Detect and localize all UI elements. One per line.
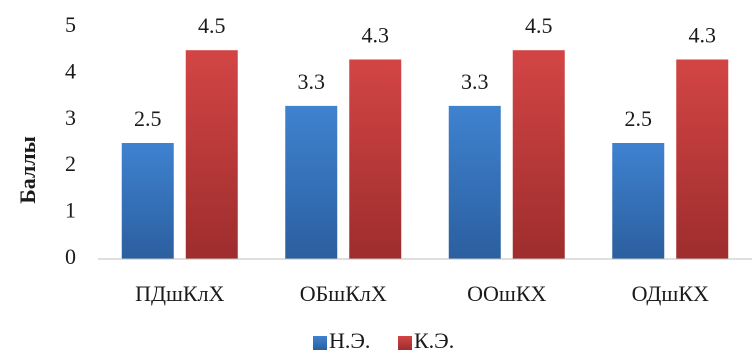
category-label: ОДшКХ (632, 281, 709, 306)
legend-swatch (313, 336, 327, 350)
y-axis-label: Баллы (15, 136, 40, 204)
bar (285, 105, 338, 259)
y-axis-ticks: 0 1 2 3 4 5 (65, 12, 76, 269)
data-label: 4.3 (689, 23, 717, 48)
category-label: ОБшКлХ (300, 281, 387, 306)
bar (448, 105, 501, 259)
bars (121, 50, 729, 260)
bar (121, 143, 174, 259)
bar (612, 143, 665, 259)
bar (512, 50, 565, 260)
y-tick-label: 5 (65, 12, 76, 37)
y-tick-label: 2 (65, 151, 76, 176)
legend-label: К.Э. (414, 328, 454, 353)
legend: Н.Э. К.Э. (313, 328, 454, 353)
bar (185, 50, 238, 260)
bar (349, 59, 402, 260)
bar (676, 59, 729, 260)
legend-swatch (398, 336, 412, 350)
category-labels: ПДшКлХ ОБшКлХ ООшКХ ОДшКХ (135, 281, 709, 306)
data-label: 3.3 (298, 69, 326, 94)
data-label: 4.3 (362, 23, 390, 48)
y-tick-label: 0 (65, 244, 76, 269)
y-tick-label: 3 (65, 105, 76, 130)
y-tick-label: 4 (65, 58, 76, 83)
legend-label: Н.Э. (329, 328, 370, 353)
y-tick-label: 1 (65, 198, 76, 223)
data-label: 4.5 (525, 13, 553, 38)
category-label: ПДшКлХ (135, 281, 224, 306)
data-label: 2.5 (625, 106, 653, 131)
data-labels: 2.5 4.5 3.3 4.3 3.3 4.5 2.5 4.3 (134, 13, 716, 131)
data-label: 3.3 (461, 69, 489, 94)
category-label: ООшКХ (467, 281, 546, 306)
data-label: 2.5 (134, 106, 162, 131)
data-label: 4.5 (198, 13, 226, 38)
